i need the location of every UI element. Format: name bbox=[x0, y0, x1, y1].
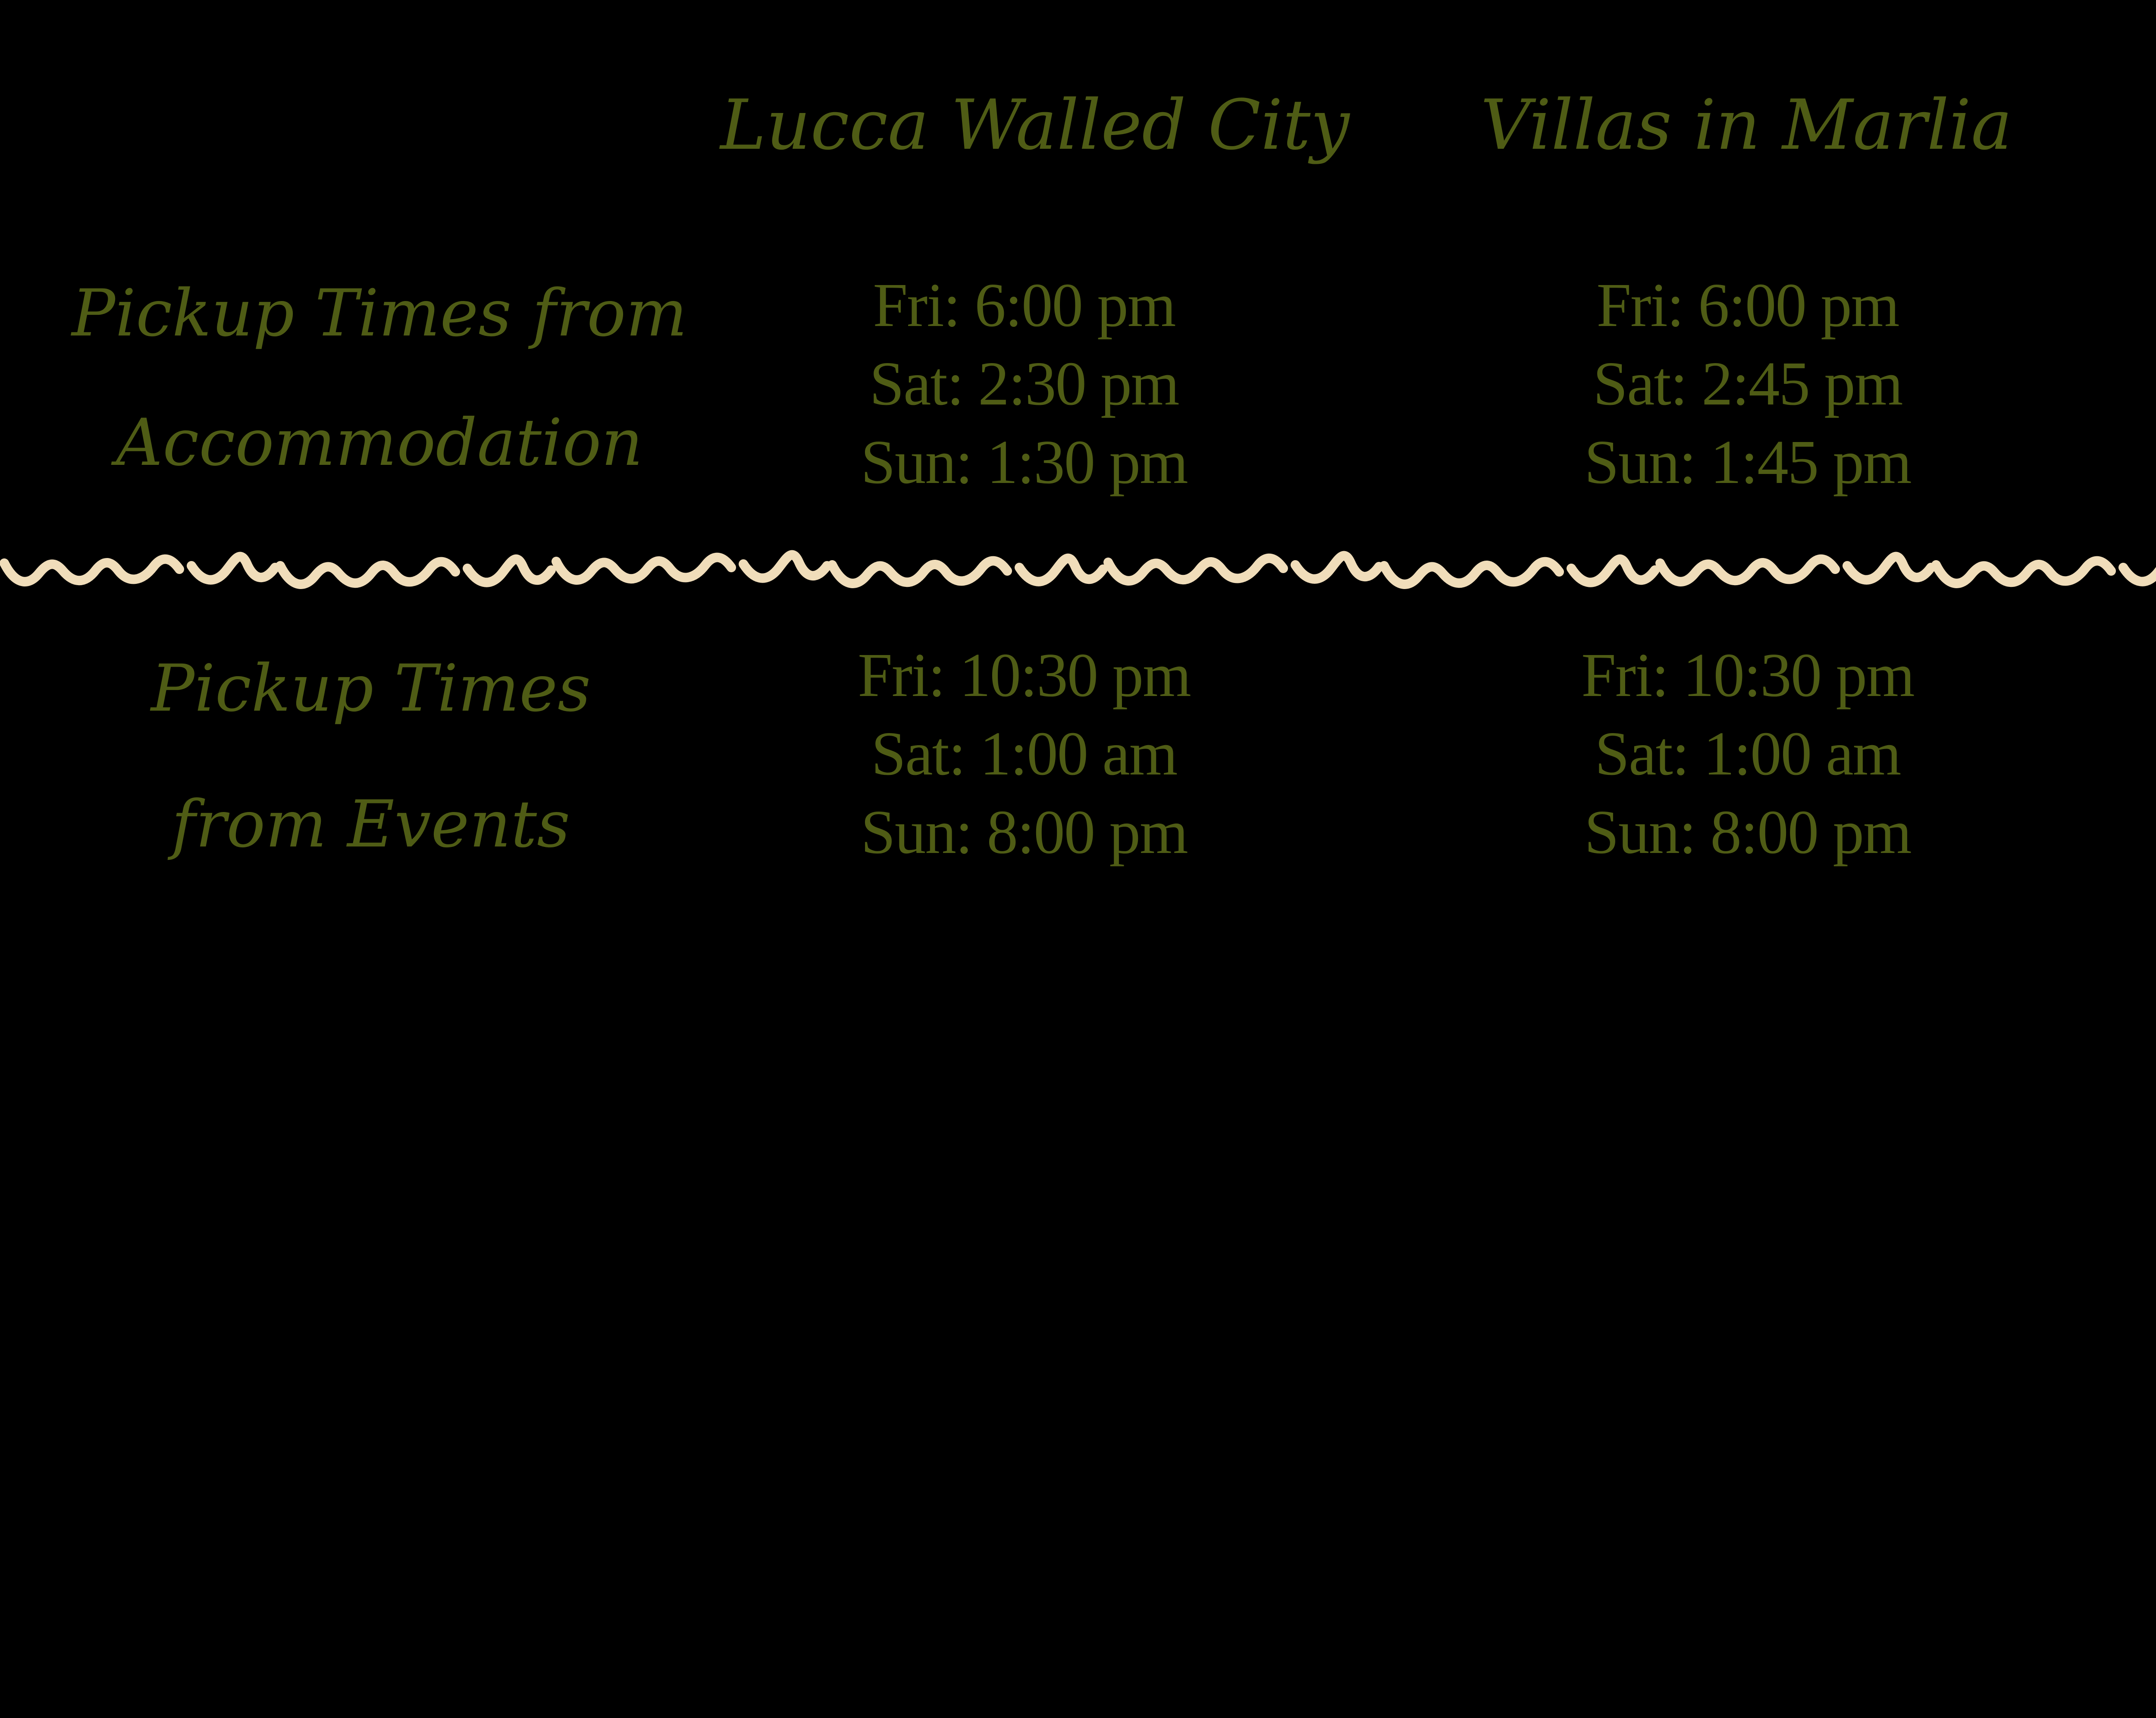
row-label-line: Pickup Times bbox=[150, 651, 591, 726]
times-accommodation-marlia: Fri: 6:00 pm Sat: 2:45 pm Sun: 1:45 pm bbox=[1584, 266, 1912, 502]
pickup-time: Sun: 1:30 pm bbox=[861, 428, 1188, 497]
pickup-time: Sun: 8:00 pm bbox=[861, 798, 1188, 867]
times-events-marlia: Fri: 10:30 pm Sat: 1:00 am Sun: 8:00 pm bbox=[1581, 636, 1915, 872]
pickup-time: Sun: 8:00 pm bbox=[1584, 798, 1912, 867]
row-label-events: Pickup Times from Events bbox=[151, 621, 591, 893]
pickup-time: Sun: 1:45 pm bbox=[1584, 428, 1912, 497]
row-label-line: from Events bbox=[171, 787, 570, 862]
divider-squiggle bbox=[0, 522, 2156, 604]
pickup-time: Sat: 1:00 am bbox=[1595, 719, 1901, 788]
times-accommodation-lucca: Fri: 6:00 pm Sat: 2:30 pm Sun: 1:30 pm bbox=[861, 266, 1188, 502]
pickup-time: Sat: 1:00 am bbox=[871, 719, 1178, 788]
row-label-line: Pickup Times from bbox=[72, 276, 687, 351]
pickup-time: Fri: 6:00 pm bbox=[1596, 271, 1899, 340]
pickup-time: Fri: 10:30 pm bbox=[1581, 641, 1915, 710]
column-header-marlia: Villas in Marlia bbox=[1480, 85, 2012, 165]
column-header-lucca: Lucca Walled City bbox=[720, 85, 1350, 165]
pickup-time: Sat: 2:45 pm bbox=[1593, 349, 1903, 418]
pickup-time: Fri: 6:00 pm bbox=[873, 271, 1176, 340]
pickup-time: Sat: 2:30 pm bbox=[869, 349, 1179, 418]
pickup-time: Fri: 10:30 pm bbox=[858, 641, 1191, 710]
times-events-lucca: Fri: 10:30 pm Sat: 1:00 am Sun: 8:00 pm bbox=[858, 636, 1191, 872]
row-label-accommodation: Pickup Times from Accommodation bbox=[72, 249, 687, 508]
row-label-line: Accommodation bbox=[116, 405, 643, 480]
